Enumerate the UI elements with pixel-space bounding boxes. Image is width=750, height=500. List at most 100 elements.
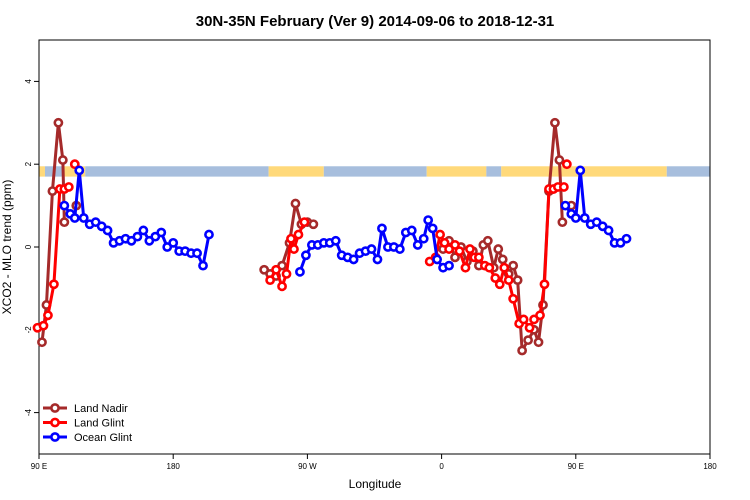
data-point-land-glint: [439, 237, 450, 248]
data-point-ocean-glint: [570, 213, 581, 223]
data-point-land-glint: [435, 229, 446, 240]
data-point-ocean-glint: [59, 200, 70, 211]
data-point-land-glint: [49, 279, 59, 290]
data-point-ocean-glint: [78, 213, 89, 223]
data-point-land-nadir: [290, 198, 301, 209]
data-point-land-nadir: [450, 252, 460, 263]
data-point-ocean-glint: [330, 235, 341, 246]
data-point-ocean-glint: [560, 200, 571, 211]
data-point-land-glint: [38, 320, 49, 331]
data-point-land-nadir: [517, 345, 528, 356]
data-point-land-glint: [524, 322, 535, 333]
y-axis-label: XCO2 - MLO trend (ppm): [0, 180, 14, 315]
data-point-land-glint: [265, 275, 276, 286]
data-point-land-glint: [518, 314, 529, 325]
surface-band-land-6: [426, 166, 487, 177]
data-point-ocean-glint: [102, 225, 113, 236]
surface-band-land-0: [39, 166, 45, 177]
x-axis: 90 E 180 90 W 0 90 E 180: [31, 454, 717, 471]
y-tick-label: 4: [24, 79, 33, 84]
data-point-ocean-glint: [579, 213, 590, 223]
x-tick-label: 180: [703, 462, 717, 471]
surface-band: [39, 166, 710, 177]
data-point-land-glint: [289, 244, 299, 254]
surface-band-ocean-3: [85, 166, 269, 177]
x-axis-label: Longitude: [349, 477, 402, 491]
y-tick-label: -4: [24, 408, 33, 416]
series-ocean-glint: [59, 165, 632, 277]
data-point-ocean-glint: [301, 250, 311, 261]
data-point-land-glint: [63, 182, 74, 192]
surface-band-land-4: [268, 166, 324, 177]
data-point-land-glint: [465, 244, 475, 254]
surface-band-ocean-5: [323, 166, 427, 177]
legend-label-land-glint: Land Glint: [74, 418, 124, 430]
data-point-land-nadir: [482, 235, 493, 246]
data-point-land-glint: [494, 279, 505, 290]
data-point-land-nadir: [47, 186, 58, 197]
data-point-land-nadir: [493, 244, 504, 254]
data-point-ocean-glint: [372, 254, 383, 265]
x-tick-label: 0: [439, 462, 444, 471]
data-point-land-glint: [454, 246, 465, 257]
data-point-ocean-glint: [74, 165, 85, 176]
legend-marker-land-nadir: [50, 403, 60, 413]
chart-title: 30N-35N February (Ver 9) 2014-09-06 to 2…: [196, 13, 555, 30]
x-tick-label: 180: [167, 462, 181, 471]
legend: Land Nadir Land Glint Ocean Glint: [43, 403, 132, 444]
legend-label-land-nadir: Land Nadir: [74, 403, 128, 415]
data-point-ocean-glint: [412, 240, 423, 250]
data-point-ocean-glint: [575, 165, 586, 176]
series-layer: [32, 117, 632, 356]
data-point-land-nadir: [497, 254, 508, 265]
data-point-land-glint: [535, 310, 545, 321]
data-point-land-glint: [69, 159, 80, 170]
data-point-land-nadir: [557, 217, 568, 228]
data-point-land-glint: [499, 262, 510, 273]
data-point-ocean-glint: [204, 229, 214, 240]
data-point-land-glint: [271, 264, 281, 275]
data-point-land-nadir: [59, 217, 70, 228]
legend-label-ocean-glint: Ocean Glint: [74, 432, 132, 444]
data-point-land-nadir: [53, 117, 64, 128]
data-point-land-glint: [281, 269, 292, 279]
data-point-land-glint: [558, 182, 569, 192]
data-point-ocean-glint: [198, 260, 208, 271]
data-point-ocean-glint: [168, 237, 179, 248]
data-point-ocean-glint: [394, 244, 405, 254]
surface-band-land-2: [62, 166, 86, 177]
data-point-ocean-glint: [427, 223, 438, 234]
data-point-ocean-glint: [348, 254, 359, 265]
data-point-ocean-glint: [69, 213, 80, 223]
data-point-ocean-glint: [192, 248, 202, 259]
data-point-land-glint: [286, 233, 296, 244]
data-point-ocean-glint: [444, 260, 454, 271]
x-tick-label: 90 E: [568, 462, 584, 471]
data-point-land-glint: [450, 240, 460, 250]
x-tick-label: 90 W: [298, 462, 317, 471]
data-point-land-nadir: [550, 117, 560, 128]
data-point-ocean-glint: [418, 233, 429, 244]
data-point-land-glint: [277, 281, 287, 292]
data-point-ocean-glint: [132, 231, 143, 242]
data-point-land-glint: [460, 262, 471, 273]
data-point-ocean-glint: [138, 225, 149, 236]
data-point-land-nadir: [308, 219, 319, 230]
data-point-ocean-glint: [366, 244, 377, 254]
y-tick-label: 2: [24, 161, 33, 166]
surface-band-ocean-9: [666, 166, 710, 177]
data-point-ocean-glint: [432, 254, 443, 265]
data-point-land-glint: [508, 293, 519, 304]
data-point-ocean-glint: [295, 266, 305, 277]
y-tick-label: 0: [24, 244, 33, 249]
legend-marker-land-glint: [50, 417, 60, 428]
data-point-land-glint: [503, 275, 514, 286]
data-point-land-nadir: [554, 155, 565, 165]
data-point-ocean-glint: [406, 225, 417, 236]
data-point-ocean-glint: [377, 223, 387, 234]
x-tick-label: 90 E: [31, 462, 47, 471]
data-point-land-glint: [293, 229, 304, 240]
data-point-land-glint: [490, 273, 501, 283]
surface-band-ocean-7: [486, 166, 502, 177]
